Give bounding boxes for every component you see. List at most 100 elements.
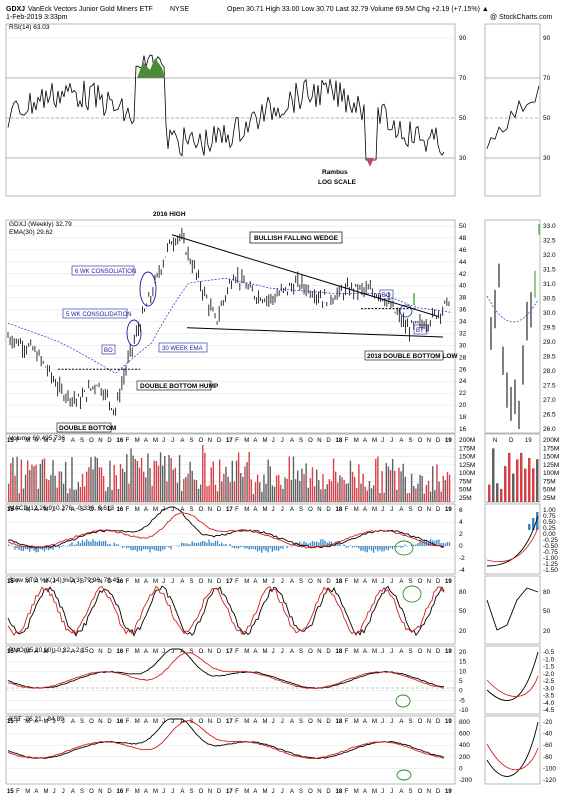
xtick-month: J [53, 507, 56, 513]
macd-histogram-bar [82, 540, 83, 546]
xtick-month: J [281, 649, 284, 655]
macd-histogram-bar [137, 546, 138, 552]
volume-bar [352, 472, 353, 502]
volume-bar [27, 461, 28, 502]
macd-histogram-bar [156, 546, 157, 551]
ytick-price: 36 [459, 307, 467, 314]
volume-bar [375, 459, 376, 502]
volume-bar [31, 465, 32, 502]
macd-histogram-bar [223, 545, 224, 546]
ytick-right-extra: 27.5 [543, 383, 556, 390]
volume-bar [428, 481, 429, 502]
macd-circle [395, 541, 413, 555]
xtick-month: M [263, 507, 268, 513]
xtick-month: D [436, 438, 441, 444]
xtick-month: S [190, 438, 194, 444]
xtick-month: N [98, 719, 102, 725]
xtick-month: S [299, 719, 303, 725]
ann-consol6: 6 WK CONSOLIATION [75, 269, 136, 275]
xtick-month: M [153, 507, 158, 513]
xtick-month: O [418, 579, 423, 585]
xtick-month: S [409, 507, 413, 513]
volume-bar [200, 485, 201, 502]
xtick-month: F [16, 579, 20, 585]
ytick-macd: -4 [459, 567, 465, 574]
ytick-right-rsi: 70 [543, 75, 551, 82]
volume-bar [421, 476, 422, 502]
xtick-month: J [162, 438, 165, 444]
xtick-month: O [89, 789, 94, 795]
macd-histogram-bar [236, 546, 237, 548]
volume-bar [400, 471, 401, 502]
xtick-year: 15 [7, 438, 14, 444]
wedge-lower-line [187, 328, 443, 337]
volume-bar [341, 477, 342, 502]
volume-bar [52, 460, 53, 502]
volume-bar [398, 468, 399, 502]
volume-bar [90, 457, 91, 502]
sto-k-line-right [487, 588, 538, 630]
volume-bar [263, 475, 264, 502]
xtick-month: O [199, 438, 204, 444]
xtick-month: S [409, 579, 413, 585]
macd-histogram-bar [8, 545, 9, 546]
xtick-month: A [363, 789, 367, 795]
macd-histogram-bar [447, 542, 448, 546]
volume-bar [99, 467, 100, 502]
volume-bar [232, 461, 233, 502]
volume-bar [246, 462, 247, 502]
xtick-month: M [44, 438, 49, 444]
xtick-month: D [107, 438, 112, 444]
macd-signal-line-right [487, 528, 538, 562]
volume-bar [145, 477, 146, 502]
macd-histogram-bar [230, 544, 231, 546]
xtick-month: A [290, 507, 294, 513]
macd-histogram-bar [240, 546, 241, 547]
xtick-month: O [418, 719, 423, 725]
xtick-month: F [126, 719, 130, 725]
xtick-month: O [308, 579, 313, 585]
xtick-month: N [317, 789, 321, 795]
volume-bar [23, 489, 24, 502]
volume-bar [445, 480, 446, 502]
volume-bar [339, 475, 340, 502]
xtick-month: N [427, 579, 431, 585]
macd-histogram-bar [352, 546, 353, 548]
macd-histogram-bar [388, 546, 389, 550]
xtick-month: D [217, 789, 222, 795]
xtick-month: S [80, 579, 84, 585]
macd-histogram-bar [19, 546, 20, 550]
xtick-month: J [390, 438, 393, 444]
macd-histogram-bar [246, 546, 247, 548]
xtick-month: O [199, 579, 204, 585]
macd-histogram-bar [61, 546, 62, 547]
ytick-macd: 0 [459, 543, 463, 550]
xtick-month: A [34, 507, 38, 513]
xtick-month: A [363, 719, 367, 725]
xtick-month: S [190, 789, 194, 795]
macd-histogram-bar [413, 545, 414, 546]
volume-bar [405, 477, 406, 502]
ytick-vol: 125M [459, 462, 475, 469]
volume-bar [396, 490, 397, 502]
xtick-month: M [244, 649, 249, 655]
xtick-month: S [409, 789, 413, 795]
macd-histogram-bar [373, 546, 374, 553]
volume-bar [124, 472, 125, 502]
xtick-month: F [345, 438, 349, 444]
xtick-month: O [308, 438, 313, 444]
kst-circle [397, 770, 411, 780]
volume-bar [92, 469, 93, 502]
macd-histogram-bar [118, 544, 119, 546]
xtick-month: J [272, 579, 275, 585]
volume-bar [116, 475, 117, 502]
xtick-month: A [290, 649, 294, 655]
xtick-month: D [107, 649, 112, 655]
volume-bar [343, 480, 344, 502]
macd-histogram-bar [103, 541, 104, 546]
xtick-month: O [418, 789, 423, 795]
xtick-month: D [217, 719, 222, 725]
volume-bar [221, 481, 222, 502]
volume-bar [65, 462, 66, 502]
xtick-month: J [272, 789, 275, 795]
